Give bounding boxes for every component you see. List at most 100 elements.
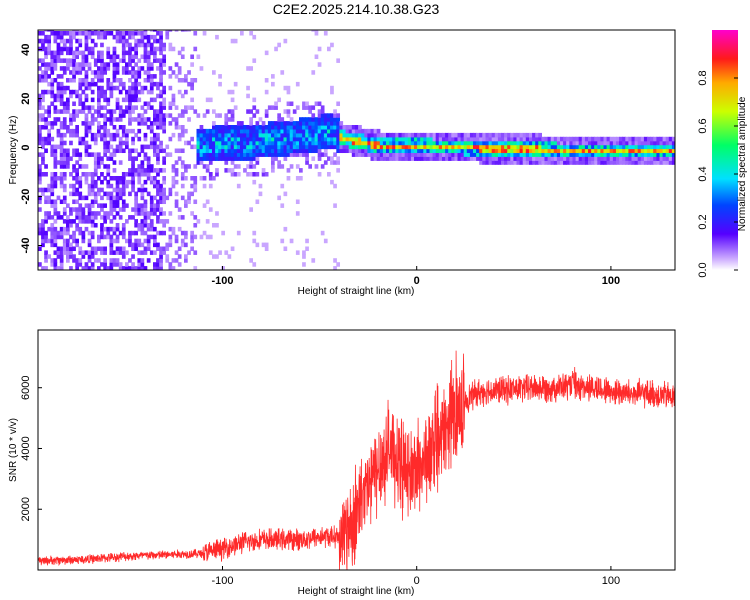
- heatmap-cell: [90, 89, 95, 95]
- heatmap-cell: [476, 136, 480, 142]
- heatmap-cell: [236, 172, 241, 177]
- heatmap-cell: [212, 70, 216, 75]
- heatmap-cell: [100, 78, 104, 83]
- heatmap-cell: [184, 176, 188, 181]
- heatmap-cell: [398, 132, 403, 138]
- heatmap-cell: [131, 176, 135, 181]
- heatmap-cell: [243, 140, 247, 146]
- heatmap-cell: [75, 125, 80, 130]
- heatmap-cell: [647, 140, 651, 146]
- heatmap-cell: [208, 152, 213, 157]
- heatmap-cell: [193, 31, 198, 36]
- heatmap-cell: [115, 38, 120, 44]
- heatmap-cell: [553, 144, 558, 150]
- heatmap-cell: [302, 140, 306, 146]
- heatmap-cell: [56, 93, 61, 99]
- heatmap-cell: [180, 132, 185, 138]
- heatmap-cell: [215, 144, 219, 150]
- heatmap-cell: [417, 144, 421, 150]
- heatmap-cell: [451, 136, 456, 142]
- heatmap-cell: [53, 242, 58, 248]
- heatmap-cell: [494, 144, 499, 150]
- heatmap-cell: [59, 183, 64, 189]
- heatmap-cell: [662, 160, 667, 165]
- heatmap-cell: [66, 160, 70, 165]
- heatmap-cell: [202, 148, 207, 154]
- heatmap-cell: [314, 117, 319, 122]
- heatmap-cell: [159, 78, 163, 83]
- heatmap-cell: [69, 219, 73, 224]
- heatmap-cell: [137, 31, 142, 36]
- heatmap-cell: [159, 211, 163, 216]
- heatmap-cell: [44, 199, 48, 205]
- heatmap-cell: [675, 149, 679, 154]
- heatmap-cell: [215, 136, 219, 142]
- heatmap-cell: [619, 140, 623, 146]
- heatmap-cell: [264, 136, 269, 142]
- heatmap-cell: [616, 148, 620, 154]
- heatmap-cell: [125, 70, 129, 75]
- heatmap-cell: [38, 195, 42, 201]
- heatmap-cell: [69, 31, 73, 36]
- heatmap-cell: [56, 85, 61, 91]
- heatmap-cell: [426, 136, 431, 142]
- heatmap-cell: [249, 66, 254, 71]
- heatmap-cell: [75, 262, 80, 267]
- heatmap-cell: [59, 97, 64, 103]
- heatmap-cell: [87, 203, 92, 208]
- heatmap-cell: [224, 140, 229, 146]
- heatmap-cell: [38, 168, 42, 173]
- heatmap-cell: [525, 152, 530, 157]
- heatmap-cell: [286, 101, 291, 107]
- heatmap-cell: [600, 156, 605, 161]
- heatmap-cell: [606, 140, 611, 146]
- heatmap-cell: [603, 152, 608, 157]
- heatmap-cell: [336, 117, 341, 122]
- heatmap-cell: [283, 226, 288, 232]
- heatmap-cell: [162, 223, 167, 228]
- heatmap-cell: [112, 109, 117, 114]
- heatmap-cell: [128, 266, 132, 270]
- heatmap-cell: [295, 148, 300, 154]
- heatmap-cell: [66, 226, 70, 232]
- heatmap-cell: [665, 140, 670, 146]
- heatmap-cell: [72, 31, 76, 36]
- heatmap-cell: [143, 46, 148, 52]
- heatmap-cell: [591, 148, 595, 154]
- heatmap-cell: [264, 140, 269, 146]
- heatmap-cell: [59, 176, 64, 181]
- heatmap-cell: [193, 109, 198, 114]
- heatmap-cell: [128, 258, 132, 263]
- heatmap-cell: [432, 140, 437, 146]
- heatmap-cell: [314, 132, 319, 138]
- heatmap-cell: [283, 109, 288, 114]
- heatmap-cell: [330, 132, 334, 138]
- heatmap-cell: [140, 144, 145, 150]
- heatmap-cell: [442, 144, 446, 150]
- heatmap-cell: [69, 62, 73, 67]
- heatmap-cell: [159, 46, 163, 52]
- heatmap-cell: [81, 121, 86, 126]
- heatmap-cell: [140, 31, 145, 36]
- heatmap-cell: [93, 140, 98, 146]
- heatmap-cell: [62, 66, 67, 71]
- heatmap-cell: [659, 140, 664, 146]
- heatmap-cell: [410, 148, 415, 154]
- heatmap-cell: [547, 160, 552, 165]
- heatmap-cell: [75, 226, 80, 232]
- heatmap-cell: [177, 78, 182, 83]
- heatmap-cell: [128, 113, 132, 118]
- heatmap-cell: [171, 93, 176, 99]
- heatmap-cell: [146, 246, 151, 252]
- heatmap-cell: [510, 144, 515, 150]
- heatmap-cell: [93, 70, 98, 75]
- heatmap-cell: [410, 156, 415, 161]
- heatmap-cell: [180, 109, 185, 114]
- heatmap-cell: [622, 148, 626, 154]
- heatmap-cell: [410, 132, 415, 138]
- heatmap-cell: [473, 136, 477, 142]
- heatmap-cell: [121, 266, 126, 270]
- heatmap-cell: [280, 148, 285, 154]
- heatmap-cell: [277, 160, 282, 165]
- heatmap-cell: [69, 207, 73, 212]
